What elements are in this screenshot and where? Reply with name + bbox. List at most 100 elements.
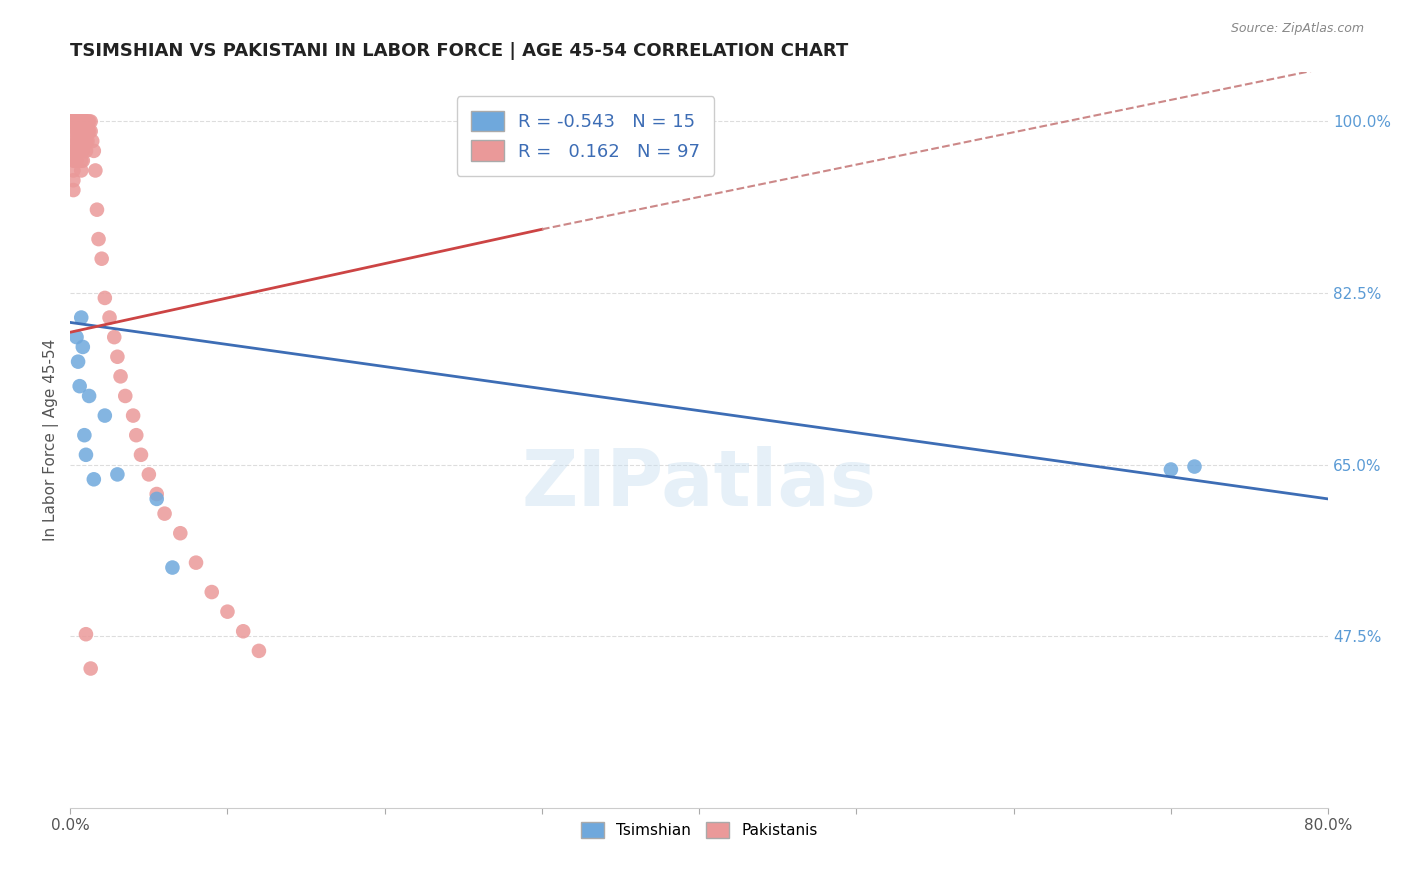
Point — [153, 507, 176, 521]
Point — [63, 114, 86, 128]
Point — [65, 144, 87, 158]
Point — [63, 153, 86, 168]
Point — [70, 310, 93, 325]
Point — [77, 389, 100, 403]
Point — [107, 467, 129, 482]
Point — [73, 114, 96, 128]
Point — [62, 114, 84, 128]
Point — [60, 114, 83, 128]
Point — [79, 114, 101, 128]
Point — [217, 605, 239, 619]
Point — [247, 644, 270, 658]
Point — [75, 144, 97, 158]
Point — [107, 350, 129, 364]
Point — [129, 448, 152, 462]
Point — [72, 114, 94, 128]
Point — [62, 163, 84, 178]
Point — [184, 556, 207, 570]
Point — [114, 389, 136, 403]
Point — [69, 379, 91, 393]
Point — [65, 114, 87, 128]
Point — [67, 124, 90, 138]
Point — [90, 252, 112, 266]
Point — [75, 114, 97, 128]
Point — [63, 124, 86, 138]
Point — [232, 624, 254, 639]
Point — [75, 114, 97, 128]
Point — [70, 114, 93, 128]
Point — [67, 114, 90, 128]
Point — [70, 163, 93, 178]
Text: TSIMSHIAN VS PAKISTANI IN LABOR FORCE | AGE 45-54 CORRELATION CHART: TSIMSHIAN VS PAKISTANI IN LABOR FORCE | … — [70, 42, 848, 60]
Point — [73, 134, 96, 148]
Point — [72, 144, 94, 158]
Point — [122, 409, 145, 423]
Point — [63, 114, 86, 128]
Point — [63, 144, 86, 158]
Point — [73, 428, 96, 442]
Point — [67, 134, 90, 148]
Point — [103, 330, 125, 344]
Point — [67, 114, 90, 128]
Point — [86, 202, 108, 217]
Point — [110, 369, 132, 384]
Point — [75, 448, 97, 462]
Point — [169, 526, 191, 541]
Point — [70, 114, 93, 128]
Point — [70, 114, 93, 128]
Point — [82, 134, 104, 148]
Point — [75, 134, 97, 148]
Point — [62, 183, 84, 197]
Point — [98, 310, 121, 325]
Point — [67, 114, 90, 128]
Point — [94, 409, 117, 423]
Point — [65, 114, 87, 128]
Point — [1160, 462, 1182, 476]
Point — [79, 661, 101, 675]
Text: ZIPatlas: ZIPatlas — [522, 446, 877, 522]
Point — [70, 153, 93, 168]
Point — [145, 491, 167, 506]
Point — [83, 144, 105, 158]
Point — [63, 114, 86, 128]
Point — [69, 114, 91, 128]
Point — [69, 114, 91, 128]
Point — [70, 134, 93, 148]
Point — [62, 114, 84, 128]
Point — [62, 114, 84, 128]
Point — [72, 114, 94, 128]
Point — [62, 114, 84, 128]
Point — [84, 163, 107, 178]
Point — [94, 291, 117, 305]
Point — [76, 124, 98, 138]
Point — [75, 124, 97, 138]
Point — [69, 124, 91, 138]
Point — [72, 340, 94, 354]
Legend: Tsimshian, Pakistanis: Tsimshian, Pakistanis — [575, 816, 824, 844]
Text: Source: ZipAtlas.com: Source: ZipAtlas.com — [1230, 22, 1364, 36]
Point — [62, 153, 84, 168]
Point — [76, 114, 98, 128]
Point — [60, 114, 83, 128]
Point — [162, 560, 184, 574]
Point — [145, 487, 167, 501]
Point — [62, 173, 84, 187]
Point — [65, 153, 87, 168]
Point — [65, 330, 87, 344]
Point — [72, 134, 94, 148]
Point — [69, 144, 91, 158]
Point — [87, 232, 110, 246]
Point — [60, 114, 83, 128]
Point — [70, 124, 93, 138]
Point — [62, 114, 84, 128]
Point — [70, 144, 93, 158]
Point — [65, 124, 87, 138]
Point — [72, 124, 94, 138]
Point — [75, 627, 97, 641]
Point — [76, 134, 98, 148]
Point — [73, 124, 96, 138]
Point — [72, 153, 94, 168]
Point — [125, 428, 148, 442]
Point — [63, 134, 86, 148]
Point — [79, 124, 101, 138]
